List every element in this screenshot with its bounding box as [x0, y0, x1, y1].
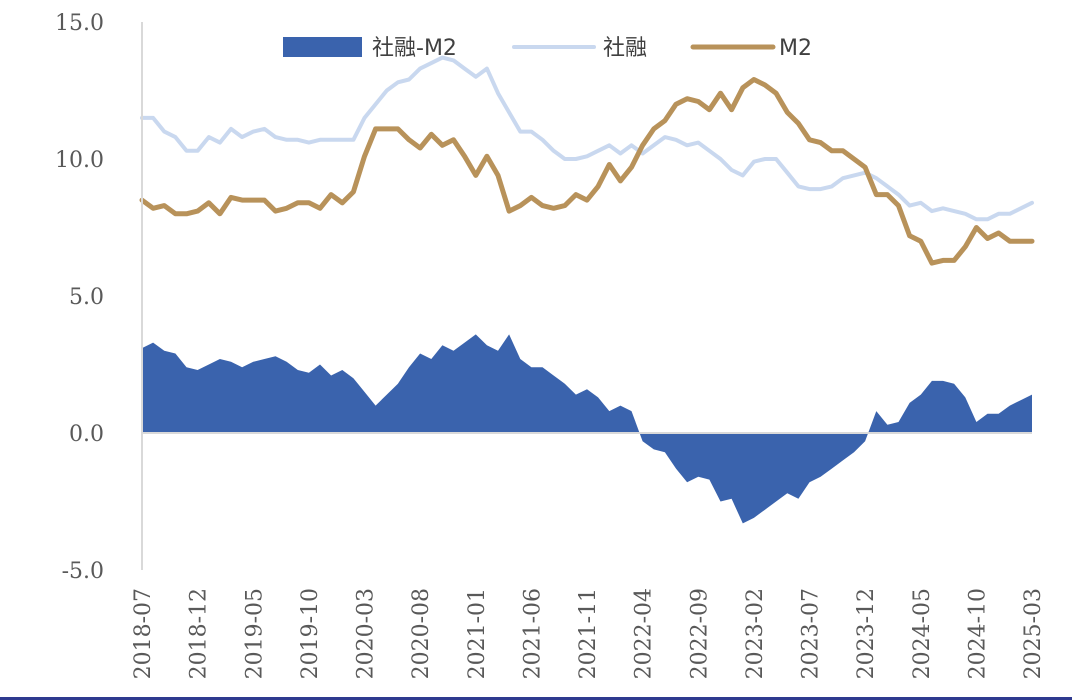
- x-tick-label: 2021-06: [520, 588, 545, 679]
- x-tick-label: 2025-03: [1021, 588, 1046, 679]
- x-tick-label: 2018-07: [131, 588, 156, 679]
- series-line-series-1: [140, 55, 1034, 222]
- y-tick-label: 0.0: [69, 422, 104, 447]
- x-tick-label: 2019-10: [298, 588, 323, 679]
- x-tick-label: 2018-12: [187, 588, 212, 679]
- series-area-series-0: [142, 334, 1032, 524]
- x-tick-label: 2022-09: [687, 588, 712, 679]
- x-axis-ticks: 2018-07 2018-12 2019-05 2019-10 2020-03 2020-…: [131, 588, 1046, 679]
- x-tick-label: 2021-01: [465, 588, 490, 679]
- line-layer: [139, 55, 1035, 266]
- legend-label: 社融-M2: [372, 36, 457, 61]
- axes-layer: [141, 22, 1032, 570]
- x-tick-label: 2022-04: [632, 588, 657, 679]
- y-tick-label: -5.0: [62, 559, 104, 584]
- x-tick-label: 2023-12: [854, 588, 879, 679]
- legend: 社融-M2 社融 M2: [283, 36, 812, 61]
- x-tick-label: 2023-07: [799, 588, 824, 679]
- legend-label: 社融: [603, 36, 647, 61]
- x-tick-label: 2020-03: [354, 588, 379, 679]
- y-axis-ticks: 15.0 10.0 5.0 0.0 -5.0: [55, 11, 104, 584]
- y-tick-label: 5.0: [69, 285, 104, 310]
- legend-swatch: [283, 37, 362, 57]
- x-tick-label: 2019-05: [242, 588, 267, 679]
- x-tick-label: 2021-11: [576, 588, 601, 679]
- x-tick-label: 2023-02: [743, 588, 768, 679]
- legend-label: M2: [779, 36, 812, 61]
- x-tick-label: 2024-10: [965, 588, 990, 679]
- area-layer: [142, 334, 1032, 524]
- series-line-series-2: [139, 77, 1035, 266]
- bottom-divider: [0, 697, 1072, 700]
- x-tick-label: 2020-08: [409, 588, 434, 679]
- x-tick-label: 2024-05: [910, 588, 935, 679]
- y-tick-label: 10.0: [55, 148, 104, 173]
- y-tick-label: 15.0: [55, 11, 104, 36]
